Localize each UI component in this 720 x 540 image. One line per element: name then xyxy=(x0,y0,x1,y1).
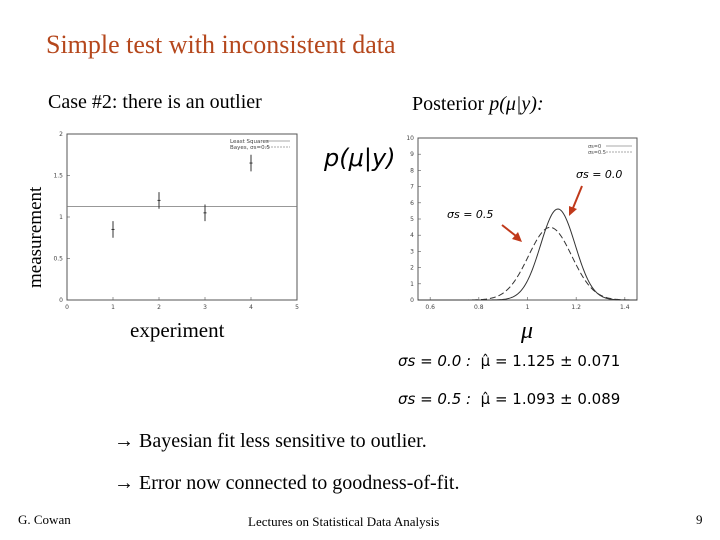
right-y-tick-label: 4 xyxy=(410,232,414,239)
right-y-tick-label: 9 xyxy=(410,151,414,158)
posterior-expression: p(μ|y): xyxy=(489,93,544,115)
left-legend-entry-ls: Least Squares xyxy=(230,139,269,145)
result-sigma-0-label: σs = 0.0 : xyxy=(398,352,472,370)
right-x-tick-label: 1.2 xyxy=(571,304,581,311)
left-x-tick-label: 4 xyxy=(249,304,253,311)
case-label: Case #2: there is an outlier xyxy=(48,91,262,113)
page-number: 9 xyxy=(696,512,703,527)
left-x-tick-label: 2 xyxy=(157,304,161,311)
left-chart-frame xyxy=(66,133,298,301)
left-y-tick-label: 0 xyxy=(59,297,63,304)
right-y-tick-label: 5 xyxy=(410,216,414,223)
right-x-tick-label: 0.6 xyxy=(425,304,435,311)
right-x-tick-label: 1.4 xyxy=(620,304,630,311)
left-y-tick-label: 1 xyxy=(59,214,63,221)
bullet-1: → Bayesian fit less sensitive to outlier… xyxy=(114,430,427,452)
measurement-chart: 0 1 2 3 4 5 0 0.5 1 1.5 2 Least Squares Bayes, σs=… xyxy=(53,131,299,311)
result-sigma-05: σs = 0.5 : μ̂ = 1.093 ± 0.089 xyxy=(398,390,620,408)
mu-axis-label: μ xyxy=(521,318,534,344)
right-y-tick-label: 8 xyxy=(410,167,414,174)
left-y-tick-label: 1.5 xyxy=(53,173,63,180)
left-x-tick-label: 0 xyxy=(65,304,69,311)
posterior-y-label: p(μ|y) xyxy=(323,144,396,172)
arrow-sigma-05 xyxy=(501,224,517,237)
y-axis-label: measurement xyxy=(25,186,46,288)
right-x-tick-label: 0.8 xyxy=(474,304,484,311)
footer-course: Lectures on Statistical Data Analysis xyxy=(248,514,440,529)
right-legend-entry-1: σs=0.5 xyxy=(588,150,606,156)
result-sigma-0-value: μ̂ = 1.125 ± 0.071 xyxy=(480,352,621,370)
right-legend-entry-0: σs=0 xyxy=(588,144,601,150)
posterior-label: Posterior p(μ|y): xyxy=(412,93,544,116)
right-chart-plot: 0.6 0.8 1 1.2 1.4 0 1 2 3 4 5 6 7 8 9 10 xyxy=(406,135,638,311)
right-y-tick-label: 10 xyxy=(406,135,414,142)
x-axis-label: experiment xyxy=(130,318,225,342)
slide-title: Simple test with inconsistent data xyxy=(46,30,396,59)
annotation-sigma-0: σs = 0.0 xyxy=(576,168,622,181)
left-legend-entry-bayes: Bayes, σs=0.5 xyxy=(230,145,270,151)
right-y-tick-label: 1 xyxy=(410,281,414,288)
posterior-chart: p(μ|y) 0.6 0.8 1 1.2 1.4 0 1 2 3 4 5 6 7 8 9 10 σs=0 σs… xyxy=(323,135,638,311)
right-y-tick-label: 2 xyxy=(410,265,414,272)
left-y-tick-label: 0.5 xyxy=(53,256,63,263)
bullet-2: → Error now connected to goodness-of-fit… xyxy=(114,472,460,494)
right-y-tick-label: 3 xyxy=(410,248,414,255)
footer-author: G. Cowan xyxy=(18,512,71,527)
arrowhead-sigma-0 xyxy=(569,206,577,216)
posterior-curve-sigma-05 xyxy=(418,226,638,301)
right-x-tick-label: 1 xyxy=(526,304,530,311)
result-sigma-05-value: μ̂ = 1.093 ± 0.089 xyxy=(480,390,621,408)
result-sigma-0: σs = 0.0 : μ̂ = 1.125 ± 0.071 xyxy=(398,352,620,370)
right-y-tick-label: 0 xyxy=(410,297,414,304)
result-sigma-05-label: σs = 0.5 : xyxy=(398,390,472,408)
left-y-tick-label: 2 xyxy=(59,131,63,138)
right-y-tick-label: 6 xyxy=(410,200,414,207)
left-x-tick-label: 1 xyxy=(111,304,115,311)
posterior-prefix: Posterior xyxy=(412,93,490,115)
right-y-tick-label: 7 xyxy=(410,184,414,191)
left-x-tick-label: 3 xyxy=(203,304,207,311)
annotation-sigma-05: σs = 0.5 xyxy=(447,208,493,221)
arrow-sigma-0 xyxy=(572,185,583,209)
arrowhead-sigma-05 xyxy=(512,232,522,242)
left-x-tick-label: 5 xyxy=(295,304,299,311)
left-chart-plot: 0 1 2 3 4 5 0 0.5 1 1.5 2 xyxy=(53,131,299,311)
